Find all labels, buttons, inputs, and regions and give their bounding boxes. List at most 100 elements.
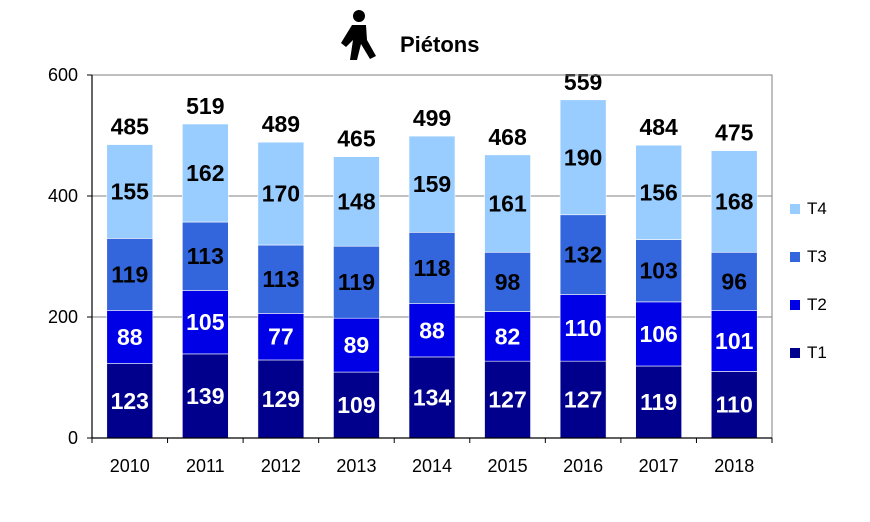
bar-segment-t4 xyxy=(635,144,682,240)
segment-value-label: 190 xyxy=(564,144,602,170)
bar-segment-t4 xyxy=(710,150,758,253)
total-value-label: 499 xyxy=(413,105,451,131)
bar-segment-t4 xyxy=(106,144,154,239)
segment-value-label: 148 xyxy=(337,188,376,214)
total-value-label: 484 xyxy=(639,114,678,140)
legend-label: T2 xyxy=(807,295,827,314)
total-value-label: 519 xyxy=(186,93,224,119)
segment-value-label: 170 xyxy=(262,181,300,207)
pedestrian-icon xyxy=(341,10,376,60)
x-tick-label: 2014 xyxy=(412,456,452,476)
segment-value-label: 106 xyxy=(639,321,677,347)
segment-value-label: 156 xyxy=(639,179,677,205)
segment-value-label: 110 xyxy=(565,315,602,341)
x-tick-label: 2017 xyxy=(639,456,679,476)
segment-value-label: 129 xyxy=(262,386,300,412)
segment-value-label: 109 xyxy=(337,392,375,418)
bar-segment-t2 xyxy=(559,294,607,362)
segment-value-label: 123 xyxy=(111,388,149,414)
segment-value-label: 119 xyxy=(338,269,375,295)
bar-segment-t1 xyxy=(635,365,682,439)
bar-segment-t2 xyxy=(710,310,758,372)
segment-value-label: 103 xyxy=(639,258,677,284)
bar-segment-t1 xyxy=(106,363,154,439)
total-value-label: 489 xyxy=(262,111,300,137)
bar-segment-t4 xyxy=(182,123,229,223)
legend-swatch-t2 xyxy=(790,300,800,310)
bar-segment-t3 xyxy=(106,238,154,311)
segment-value-label: 98 xyxy=(495,269,521,295)
bar-segment-t1 xyxy=(257,359,305,439)
bar-segment-t1 xyxy=(408,356,456,439)
legend-label: T3 xyxy=(807,247,827,266)
bar-segment-t2 xyxy=(182,290,229,355)
y-tick-label: 0 xyxy=(68,428,78,448)
segment-value-label: 132 xyxy=(564,242,602,268)
bar-segment-t4 xyxy=(408,135,456,233)
segment-value-label: 105 xyxy=(186,309,225,335)
x-tick-label: 2015 xyxy=(488,456,528,476)
segment-value-label: 88 xyxy=(419,317,445,343)
segment-value-label: 82 xyxy=(495,323,521,349)
x-tick-label: 2011 xyxy=(186,456,225,476)
legend-label: T1 xyxy=(807,343,827,362)
total-value-label: 468 xyxy=(488,124,527,150)
bar-segment-t3 xyxy=(408,232,456,304)
segment-value-label: 118 xyxy=(413,255,450,281)
x-tick-label: 2018 xyxy=(714,456,754,476)
legend-swatch-t3 xyxy=(790,252,800,262)
chart-title-group: Piétons xyxy=(341,10,479,60)
segment-value-label: 119 xyxy=(640,389,677,415)
bar-segment-t1 xyxy=(484,360,531,439)
bar-segment-t2 xyxy=(408,303,456,358)
bar-segment-t4 xyxy=(559,99,607,216)
segment-value-label: 155 xyxy=(111,178,150,204)
x-tick-label: 2013 xyxy=(336,456,376,476)
total-value-label: 485 xyxy=(111,114,150,140)
x-tick-label: 2012 xyxy=(261,456,301,476)
bar-segment-t4 xyxy=(484,154,531,253)
segment-value-label: 110 xyxy=(716,392,753,418)
segment-value-label: 127 xyxy=(564,387,602,413)
legend-swatch-t1 xyxy=(790,348,800,358)
bar-segment-t3 xyxy=(182,221,229,291)
x-tick-label: 2016 xyxy=(563,456,603,476)
total-value-label: 465 xyxy=(337,126,376,152)
bar-segment-t1 xyxy=(710,371,758,439)
total-value-label: 559 xyxy=(564,69,602,95)
segment-value-label: 89 xyxy=(344,332,370,358)
segment-value-label: 113 xyxy=(187,243,224,269)
x-tick-label: 2010 xyxy=(110,456,150,476)
segment-value-label: 159 xyxy=(413,171,451,197)
segment-value-label: 127 xyxy=(488,387,526,413)
bar-segment-t1 xyxy=(333,371,380,439)
y-tick-label: 200 xyxy=(48,307,78,327)
axes: 0 200 400 600 2010 2011 2012 2013 2014 2015 2016 20… xyxy=(48,65,773,476)
legend-label: T4 xyxy=(807,199,827,218)
bar-segment-t4 xyxy=(333,156,380,247)
segment-value-label: 134 xyxy=(413,384,452,410)
segment-value-label: 139 xyxy=(186,383,224,409)
bar-segment-t3 xyxy=(333,245,380,319)
bar-segment-t3 xyxy=(257,244,305,314)
bar-segment-t4 xyxy=(257,141,305,246)
bar-segment-t3 xyxy=(710,251,758,311)
y-tick-label: 600 xyxy=(48,65,78,85)
bar-segment-t2 xyxy=(484,311,531,362)
bars: 123 88 119 155 485 139 105 113 162 519 129 77 113 170… xyxy=(106,69,758,439)
bar-segment-t2 xyxy=(333,317,380,373)
y-tick-label: 400 xyxy=(48,186,78,206)
segment-value-label: 96 xyxy=(721,268,747,294)
segment-value-label: 161 xyxy=(488,191,527,217)
bar-segment-t3 xyxy=(635,239,682,303)
segment-value-label: 101 xyxy=(715,328,754,354)
segment-value-label: 77 xyxy=(268,324,294,350)
segment-value-label: 162 xyxy=(186,160,224,186)
segment-value-label: 113 xyxy=(262,266,299,292)
bar-segment-t1 xyxy=(559,360,607,439)
segment-value-label: 168 xyxy=(715,188,754,214)
segment-value-label: 119 xyxy=(111,261,148,287)
bar-segment-t3 xyxy=(484,251,531,312)
legend: T4 T3 T2 T1 xyxy=(790,199,827,362)
